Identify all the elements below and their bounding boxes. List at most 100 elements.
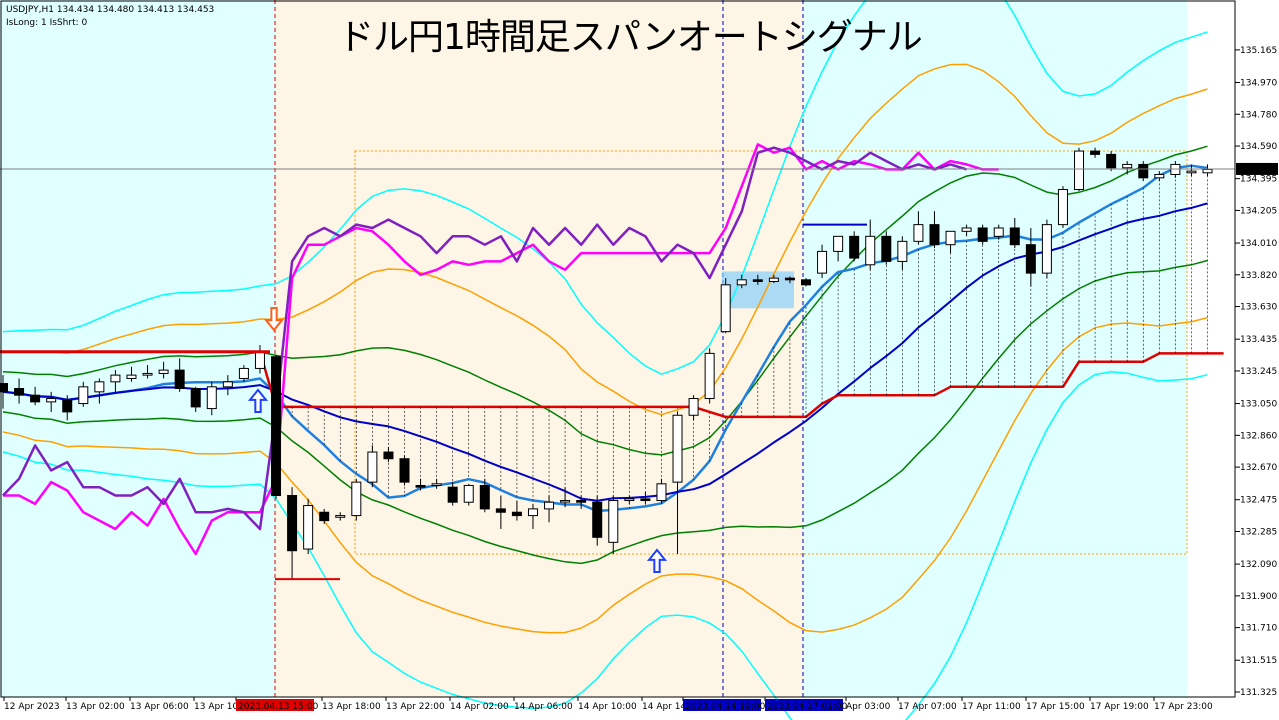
lower-band-1 xyxy=(2,259,1208,565)
candle-body xyxy=(1041,224,1052,274)
candle-body xyxy=(656,483,667,502)
candle-body xyxy=(527,508,538,517)
price-tick-label: 131.515 xyxy=(1240,656,1277,666)
candle-body xyxy=(1106,153,1117,169)
time-tick-label: 14 Apr 02:00 xyxy=(450,702,509,712)
price-tick-label: 133.245 xyxy=(1240,367,1277,377)
candle-body xyxy=(62,399,73,413)
upper-band-1 xyxy=(2,145,1208,456)
price-tick-label: 134.970 xyxy=(1240,78,1277,88)
candle-body xyxy=(993,227,1004,237)
candle-body xyxy=(0,382,8,393)
price-tick-label: 132.860 xyxy=(1240,431,1277,441)
time-tick-label: 13 Apr 06:00 xyxy=(130,702,189,712)
candle-body xyxy=(335,515,346,518)
time-tick-label: 13 Apr 10 xyxy=(194,702,238,712)
lower-band-3 xyxy=(2,371,1208,720)
candle-body xyxy=(1138,163,1149,179)
sell-arrow-icon xyxy=(263,307,285,332)
candle-body xyxy=(399,458,410,483)
candle-body xyxy=(1122,163,1133,169)
candle-body xyxy=(929,224,940,246)
candle-body xyxy=(142,372,153,376)
candle-body xyxy=(752,279,763,282)
price-tick-label: 135.165 xyxy=(1240,46,1277,56)
price-tick-label: 134.780 xyxy=(1240,110,1277,120)
lagging-span-purple xyxy=(2,146,967,531)
candle-body xyxy=(720,284,731,333)
candle-body xyxy=(768,277,779,282)
current-price-box xyxy=(1236,162,1278,175)
price-tick-label: 134.010 xyxy=(1240,239,1277,249)
price-tick-label: 131.325 xyxy=(1240,688,1277,698)
candle-body xyxy=(672,414,683,483)
candle-body xyxy=(560,500,571,503)
candle-body xyxy=(1154,173,1165,179)
time-tick-label: Apr 03:00 xyxy=(846,702,891,712)
candle-body xyxy=(592,501,603,538)
candle-body xyxy=(271,356,282,497)
candle-body xyxy=(431,483,442,486)
candle-body xyxy=(1057,189,1068,226)
upper-band-2 xyxy=(3,63,1208,416)
candle-body xyxy=(817,250,828,274)
candle-body xyxy=(544,501,555,510)
time-tick-label: 17 Apr 11:00 xyxy=(962,702,1021,712)
candle-body xyxy=(222,381,233,388)
time-tick-label: 12 Apr 2023 xyxy=(4,702,60,712)
candle-body xyxy=(961,227,972,232)
candle-body xyxy=(1074,150,1085,191)
price-tick-label: 133.820 xyxy=(1240,271,1277,281)
candle-body xyxy=(415,484,426,488)
time-tick-label: 17 Apr 07:00 xyxy=(898,702,957,712)
price-tick-label: 132.475 xyxy=(1240,496,1277,506)
plot-frame xyxy=(0,0,1236,698)
time-marker-label: 2023.04.14 19:00 xyxy=(685,702,766,712)
candle-body xyxy=(1090,150,1101,155)
signal-status: IsLong: 1 IsShrt: 0 xyxy=(6,18,88,28)
candle-body xyxy=(367,451,378,483)
candles xyxy=(0,147,1213,580)
candle-body xyxy=(495,508,506,513)
price-tick-label: 133.050 xyxy=(1240,400,1277,410)
candle-body xyxy=(383,451,394,460)
lagging-span-magenta xyxy=(3,143,999,556)
time-marker-label: 2023.04.17 01:00 xyxy=(767,702,848,712)
signal-markers xyxy=(0,168,1235,581)
candle-body xyxy=(865,235,876,266)
candle-body xyxy=(1186,170,1197,174)
time-marker-box xyxy=(765,699,843,711)
current-price-label: 134.453 xyxy=(1238,165,1275,175)
price-tick-label: 134.590 xyxy=(1240,142,1277,152)
buy-arrow-icon xyxy=(646,548,668,573)
candle-body xyxy=(704,352,715,400)
time-tick-label: 13 Apr 18:00 xyxy=(322,702,381,712)
candle-body xyxy=(801,279,811,286)
candle-body xyxy=(913,224,924,242)
time-tick-label: 17 Apr 19:00 xyxy=(1090,702,1149,712)
candle-body xyxy=(158,369,169,374)
price-tick-label: 132.090 xyxy=(1240,560,1277,570)
time-marker-box xyxy=(236,699,314,711)
candle-body xyxy=(238,367,249,379)
moving-average-line xyxy=(2,202,1208,502)
price-tick-label: 131.710 xyxy=(1240,624,1277,634)
time-marker-label: 2023.04.13 15:00 xyxy=(238,702,319,712)
price-tick-label: 133.630 xyxy=(1240,303,1277,313)
upper-band-3 xyxy=(2,0,1208,376)
buy-arrow-icon xyxy=(247,388,269,413)
time-marker-box xyxy=(683,699,761,711)
candle-body xyxy=(688,398,699,416)
price-tick-label: 132.670 xyxy=(1240,463,1277,473)
time-tick-label: 14 Apr 10:00 xyxy=(578,702,637,712)
candle-body xyxy=(479,484,490,510)
price-tick-label: 134.395 xyxy=(1240,175,1277,185)
candle-body xyxy=(833,235,844,252)
candle-body xyxy=(254,351,265,369)
candle-body xyxy=(463,484,474,503)
candle-body xyxy=(881,235,892,262)
candle-body xyxy=(447,486,458,503)
price-tick-label: 132.285 xyxy=(1240,527,1277,537)
page-title: ドル円1時間足スパンオートシグナル xyxy=(338,17,923,58)
candle-body xyxy=(576,500,587,503)
